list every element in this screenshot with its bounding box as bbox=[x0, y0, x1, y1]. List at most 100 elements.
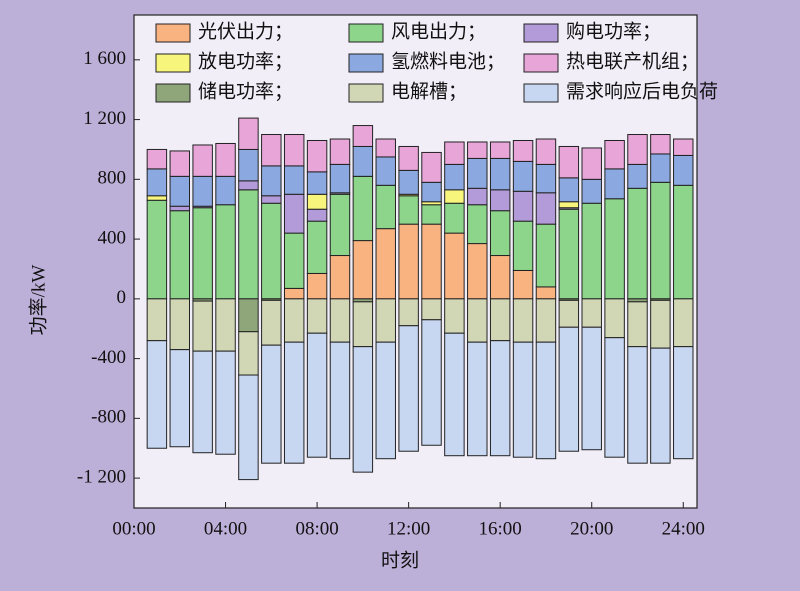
bar-segment bbox=[398, 325, 419, 452]
bar-segment bbox=[489, 189, 511, 212]
legend-label: 储电功率； bbox=[198, 80, 293, 102]
bar-segment bbox=[604, 298, 625, 339]
bar-segment bbox=[283, 165, 305, 195]
bar-segment bbox=[238, 298, 259, 333]
legend-label: 光伏出力； bbox=[198, 20, 293, 42]
bar-segment bbox=[512, 220, 534, 271]
bar-segment bbox=[375, 156, 396, 186]
bar-segment bbox=[146, 195, 168, 201]
bar-segment bbox=[238, 189, 259, 300]
bar-segment bbox=[146, 340, 168, 449]
plot-frame bbox=[133, 14, 698, 509]
bar-segment bbox=[535, 341, 557, 460]
bar-segment bbox=[215, 142, 236, 177]
bar-segment bbox=[192, 207, 213, 300]
bar-segment bbox=[261, 195, 282, 204]
bar-segment bbox=[627, 134, 648, 165]
legend-swatch bbox=[348, 23, 384, 43]
y-tick-label: 400 bbox=[98, 227, 127, 248]
bar-segment bbox=[238, 374, 259, 481]
y-tick-label: 1 200 bbox=[83, 108, 126, 129]
bar-segment bbox=[352, 125, 374, 147]
bar-segment bbox=[329, 163, 351, 194]
bar-segment bbox=[512, 269, 534, 300]
bar-segment bbox=[421, 204, 442, 225]
x-tick-label: 24:00 bbox=[662, 518, 705, 539]
bar-segment bbox=[398, 195, 419, 225]
bar-segment bbox=[627, 301, 648, 348]
bar-segment bbox=[192, 144, 213, 177]
bar-segment bbox=[489, 255, 511, 300]
legend-label: 电解槽； bbox=[391, 80, 467, 102]
bar-segment bbox=[352, 145, 374, 177]
bar-segment bbox=[192, 300, 213, 352]
y-tick-label: 1 600 bbox=[83, 48, 126, 69]
legend-swatch bbox=[523, 83, 559, 103]
bar-segment bbox=[306, 193, 328, 210]
bar-segment bbox=[306, 139, 328, 173]
legend-label: 热电联产机组； bbox=[566, 50, 699, 72]
bar-segment bbox=[261, 344, 282, 464]
bar-segment bbox=[421, 181, 442, 203]
bar-segment bbox=[398, 223, 419, 300]
bar-segment bbox=[444, 163, 465, 191]
bar-segment bbox=[169, 298, 190, 351]
bar-segment bbox=[581, 147, 602, 180]
bar-segment bbox=[261, 202, 282, 300]
bar-segment bbox=[421, 298, 442, 321]
legend-swatch bbox=[155, 23, 191, 43]
bar-segment bbox=[444, 298, 465, 334]
legend-swatch bbox=[523, 53, 559, 73]
bar-segment bbox=[169, 349, 190, 448]
bar-segment bbox=[261, 299, 282, 346]
bar-segment bbox=[192, 350, 213, 454]
bar-segment bbox=[512, 341, 534, 458]
bar-segment bbox=[238, 148, 259, 182]
bar-segment bbox=[650, 134, 671, 155]
bar-segment bbox=[650, 299, 671, 349]
bar-segment bbox=[283, 193, 305, 234]
bar-segment bbox=[352, 301, 374, 348]
legend-swatch bbox=[348, 53, 384, 73]
bar-segment bbox=[306, 272, 328, 300]
bar-segment bbox=[238, 331, 259, 376]
legend-swatch bbox=[155, 83, 191, 103]
bar-segment bbox=[375, 138, 396, 158]
bar-segment bbox=[467, 157, 488, 189]
bar-segment bbox=[421, 223, 442, 300]
bar-segment bbox=[627, 187, 648, 300]
bar-segment bbox=[215, 298, 236, 352]
bar-segment bbox=[444, 141, 465, 165]
bar-segment bbox=[169, 175, 190, 207]
bar-segment bbox=[192, 175, 213, 207]
bar-segment bbox=[306, 220, 328, 274]
bar-segment bbox=[444, 202, 465, 234]
legend-label: 购电功率； bbox=[566, 20, 661, 42]
x-tick-label: 16:00 bbox=[479, 518, 522, 539]
bar-segment bbox=[673, 184, 694, 300]
x-tick-label: 08:00 bbox=[295, 518, 338, 539]
bar-segment bbox=[146, 168, 168, 197]
bar-segment bbox=[398, 145, 419, 171]
bar-segment bbox=[375, 298, 396, 343]
bar-segment bbox=[238, 180, 259, 191]
bar-segment bbox=[421, 319, 442, 446]
bar-segment bbox=[467, 204, 488, 245]
bar-segment bbox=[489, 298, 511, 342]
bar-segment bbox=[261, 165, 282, 197]
bar-segment bbox=[581, 202, 602, 300]
bar-segment bbox=[238, 117, 259, 150]
bar-segment bbox=[535, 286, 557, 300]
bar-segment bbox=[329, 255, 351, 300]
legend-label: 风电出力； bbox=[391, 20, 486, 42]
bar-segment bbox=[306, 332, 328, 458]
bar-segment bbox=[375, 228, 396, 300]
y-tick-label: 800 bbox=[98, 168, 127, 189]
bar-segment bbox=[535, 223, 557, 288]
bar-segment bbox=[146, 298, 168, 342]
bar-segment bbox=[146, 199, 168, 300]
bar-segment bbox=[558, 201, 580, 209]
bar-segment bbox=[581, 326, 602, 451]
bar-segment bbox=[306, 171, 328, 195]
